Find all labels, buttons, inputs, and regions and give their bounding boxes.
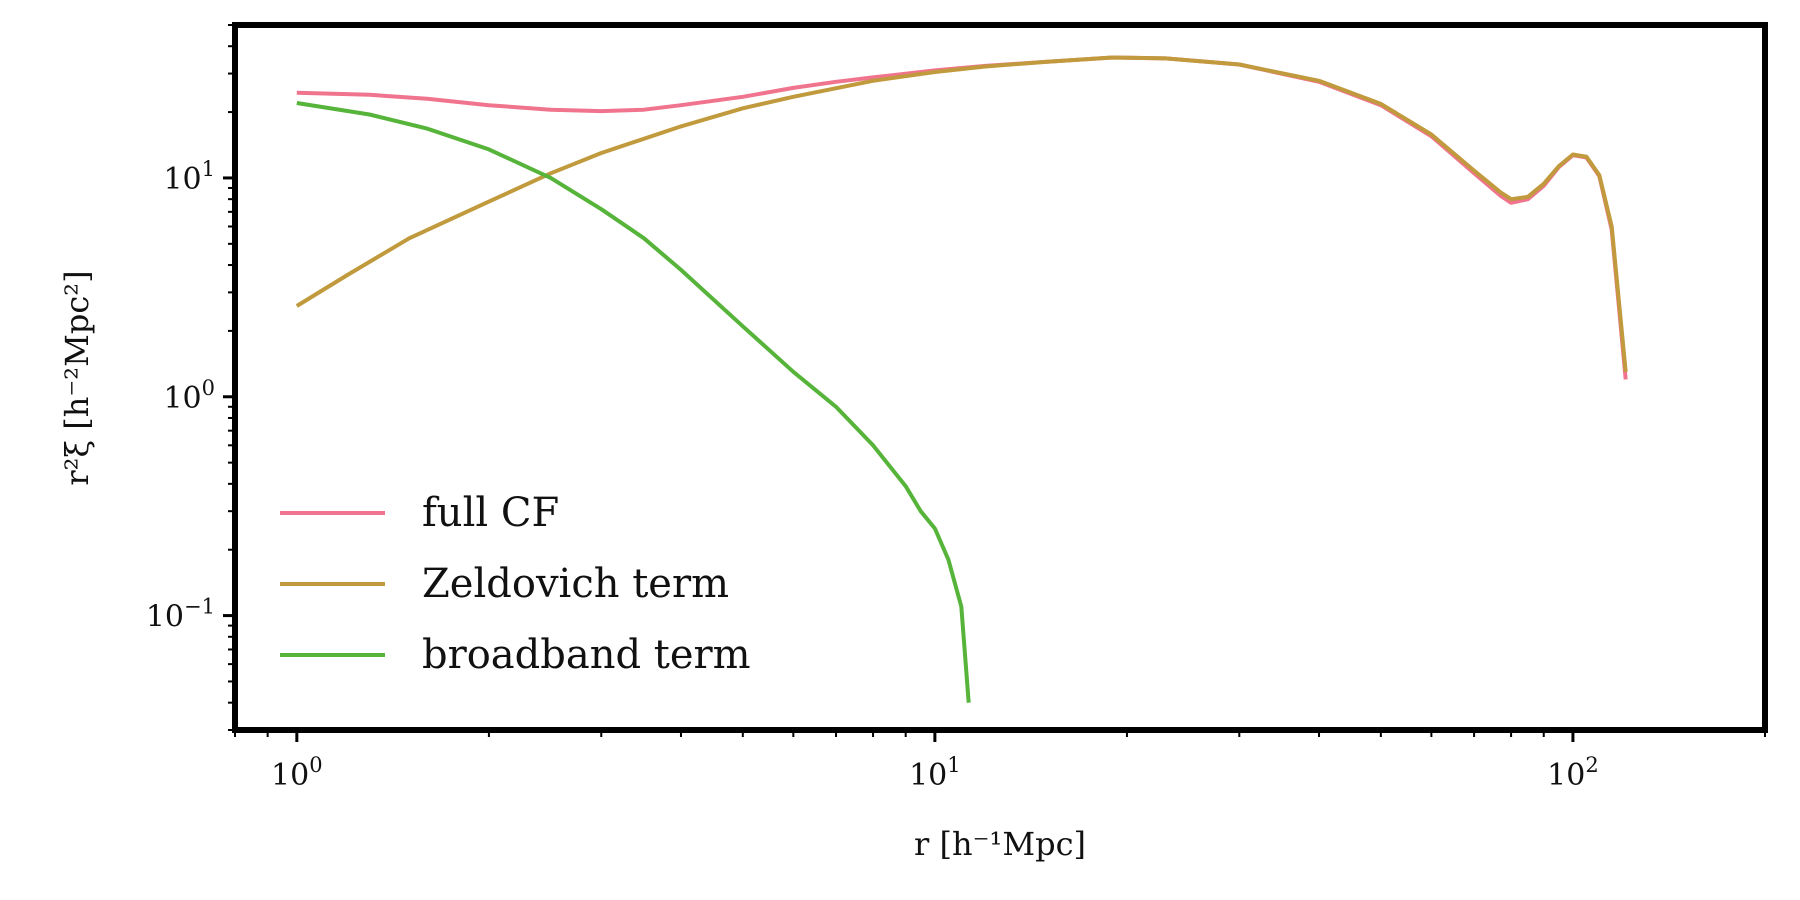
legend-label-1: Zeldovich term	[422, 561, 729, 607]
y-tick-label: 101	[163, 157, 215, 197]
series-line-1	[295, 55, 1628, 372]
y-axis-label: r²ξ [h⁻²Mpc²]	[58, 270, 96, 485]
x-axis-label-text: r [h⁻¹Mpc]	[914, 825, 1086, 863]
y-tick-label: 100	[163, 376, 215, 416]
legend: full CF Zeldovich term broadband term	[280, 490, 751, 678]
x-axis-label: r [h⁻¹Mpc]	[914, 825, 1086, 863]
legend-label-2: broadband term	[422, 632, 751, 678]
series-line-0	[296, 55, 1628, 380]
x-tick-label: 102	[1547, 753, 1599, 793]
plot-frame	[232, 22, 1768, 733]
series-line-2	[296, 101, 971, 703]
x-tick-label: 100	[271, 753, 323, 793]
y-tick-label: 10−1	[146, 595, 215, 635]
plot-lines	[295, 55, 1628, 703]
tick-labels: 100 101 102 10−1 100 101	[146, 157, 1599, 793]
legend-label-0: full CF	[422, 490, 559, 536]
x-tick-label: 101	[909, 753, 961, 793]
y-axis-label-text: r²ξ [h⁻²Mpc²]	[58, 270, 96, 485]
